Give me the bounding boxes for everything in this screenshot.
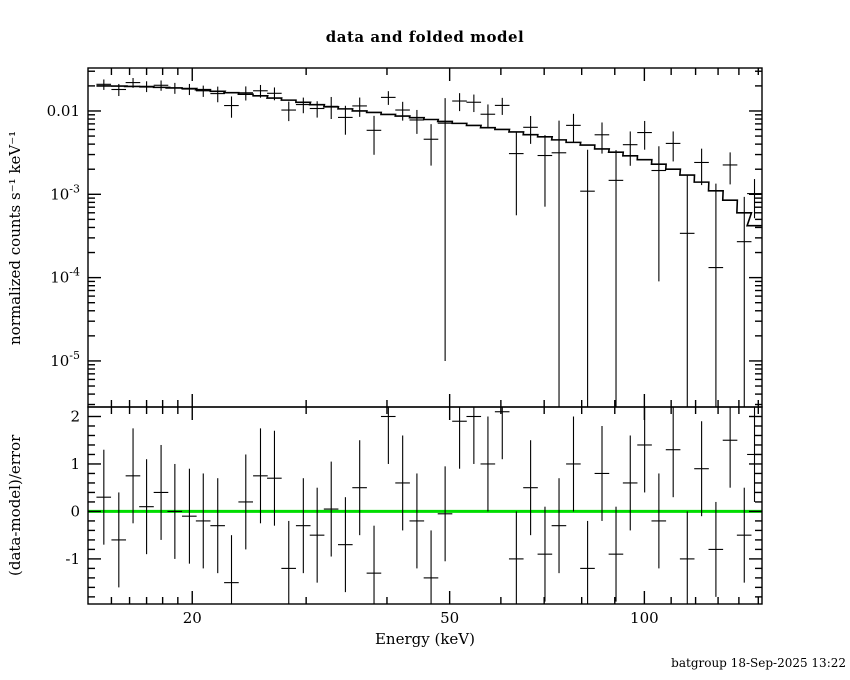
model-line [96,85,762,227]
x-tick-label: 20 [183,609,202,627]
footer-timestamp: batgroup 18-Sep-2025 13:22 [671,656,846,670]
y-tick-label-bottom: 1 [70,455,80,473]
y-tick-label-top: 10-4 [50,266,80,287]
x-axis-label: Energy (keV) [374,630,475,648]
x-tick-label: 50 [440,609,459,627]
y-tick-label-top: 0.01 [47,102,80,120]
axis-ticks [88,68,762,604]
plot-frame-bottom [87,406,763,605]
top-panel-data [96,78,762,407]
y-tick-label-top: 10-3 [50,182,80,203]
x-tick-label: 100 [630,609,659,627]
y-tick-label-top: 10-5 [50,349,80,370]
chart-title: data and folded model [325,28,525,46]
y-tick-label-bottom: 2 [70,407,80,425]
plot-frames [87,67,763,605]
y-tick-label-bottom: -1 [65,550,80,568]
bottom-panel-residuals [96,407,762,604]
tick-labels: 20 50 100 0.01 10-3 10-4 10-5 -1 0 1 2 [47,102,659,627]
y-tick-label-bottom: 0 [70,502,80,520]
